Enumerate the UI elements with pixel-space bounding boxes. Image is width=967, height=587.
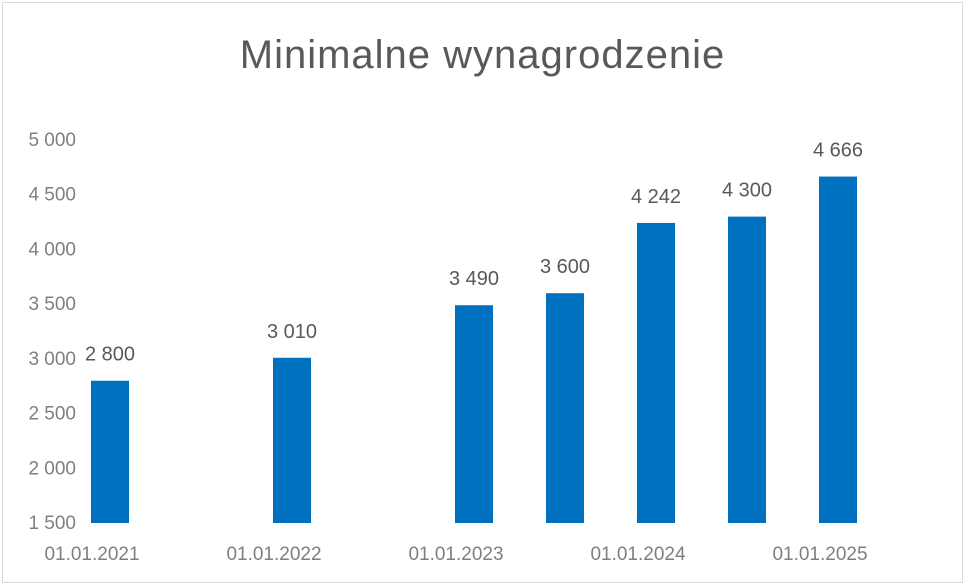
bar-01.01.2022 — [273, 357, 311, 523]
bar-01.01.2024 — [637, 222, 675, 524]
data-label: 4 242 — [631, 186, 681, 208]
x-tick-label: 01.01.2025 — [772, 544, 867, 565]
bar-01.07.2024 — [728, 216, 766, 523]
data-label: 3 600 — [540, 256, 590, 278]
data-label: 3 490 — [449, 268, 499, 290]
x-tick-label: 01.01.2021 — [44, 544, 139, 565]
bar-01.01.2023 — [455, 305, 493, 523]
bar-01.07.2023 — [546, 293, 584, 523]
x-tick-label: 01.01.2023 — [408, 544, 503, 565]
data-label: 4 300 — [722, 180, 772, 202]
data-label: 2 800 — [85, 344, 135, 366]
y-tick-label: 2 500 — [28, 404, 76, 425]
x-tick-label: 01.01.2022 — [226, 544, 321, 565]
chart-title: Minimalne wynagrodzenie — [239, 33, 726, 77]
x-tick-label: 01.01.2024 — [590, 544, 686, 565]
bar-01.01.2021 — [91, 380, 129, 523]
y-tick-label: 5 000 — [28, 130, 76, 151]
bar-01.01.2025 — [819, 176, 857, 524]
data-label: 4 666 — [813, 140, 863, 162]
y-tick-label: 1 500 — [28, 513, 76, 534]
y-tick-label: 2 000 — [28, 458, 76, 479]
y-tick-label: 4 500 — [28, 185, 76, 206]
y-tick-label: 3 500 — [28, 294, 76, 315]
data-label: 3 010 — [267, 321, 317, 343]
y-tick-label: 4 000 — [28, 239, 76, 260]
y-tick-label: 3 000 — [28, 349, 76, 370]
